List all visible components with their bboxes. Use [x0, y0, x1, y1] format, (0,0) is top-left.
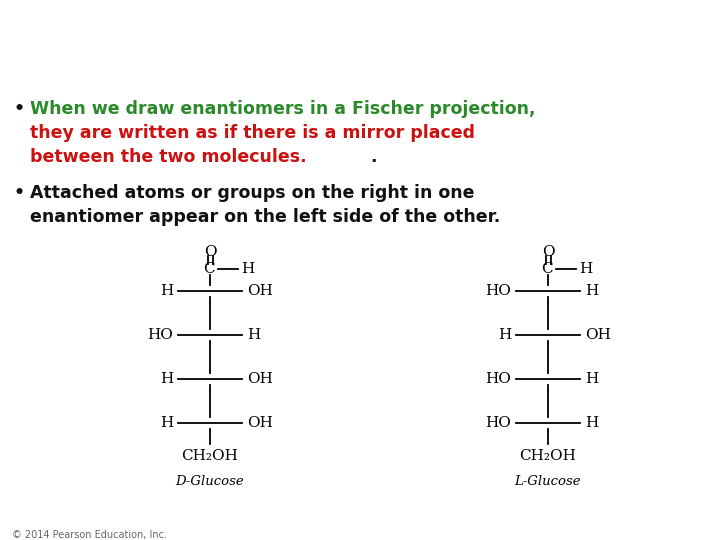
Text: O: O [204, 245, 216, 259]
Text: H: H [585, 284, 598, 298]
Text: H: H [585, 416, 598, 430]
Text: O: O [541, 245, 554, 259]
Text: H: H [160, 284, 173, 298]
Text: between the two molecules.: between the two molecules. [30, 148, 307, 166]
Text: H: H [160, 372, 173, 386]
Text: L-Glucose: L-Glucose [515, 475, 581, 488]
Text: enantiomer appear on the left side of the other.: enantiomer appear on the left side of th… [30, 208, 500, 226]
Text: OH: OH [247, 416, 273, 430]
Text: H: H [498, 328, 511, 342]
Text: When we draw enantiomers in a Fischer projection,: When we draw enantiomers in a Fischer pr… [30, 100, 536, 118]
Text: C: C [541, 262, 553, 276]
Text: Attached atoms or groups on the right in one: Attached atoms or groups on the right in… [30, 184, 474, 202]
Text: CH₂OH: CH₂OH [520, 449, 577, 463]
Text: HO: HO [485, 372, 511, 386]
Text: H: H [579, 262, 593, 276]
Text: CH₂OH: CH₂OH [181, 449, 238, 463]
Text: OH: OH [247, 372, 273, 386]
Text: .: . [370, 148, 377, 166]
Text: C: C [203, 262, 215, 276]
Text: •: • [14, 100, 25, 118]
Text: HO: HO [147, 328, 173, 342]
Text: H: H [585, 372, 598, 386]
Text: •: • [14, 184, 25, 202]
Text: OH: OH [585, 328, 611, 342]
Text: HO: HO [485, 284, 511, 298]
Text: OH: OH [247, 284, 273, 298]
Text: HO: HO [485, 416, 511, 430]
Text: H: H [247, 328, 260, 342]
Text: H: H [160, 416, 173, 430]
Text: H: H [241, 262, 254, 276]
Text: © 2014 Pearson Education, Inc.: © 2014 Pearson Education, Inc. [12, 530, 167, 540]
Text: D-Glucose: D-Glucose [176, 475, 244, 488]
Text: they are written as if there is a mirror placed: they are written as if there is a mirror… [30, 124, 475, 142]
Text: 6.3 Stereochemistry in Monosaccharides: 6.3 Stereochemistry in Monosaccharides [13, 11, 651, 39]
